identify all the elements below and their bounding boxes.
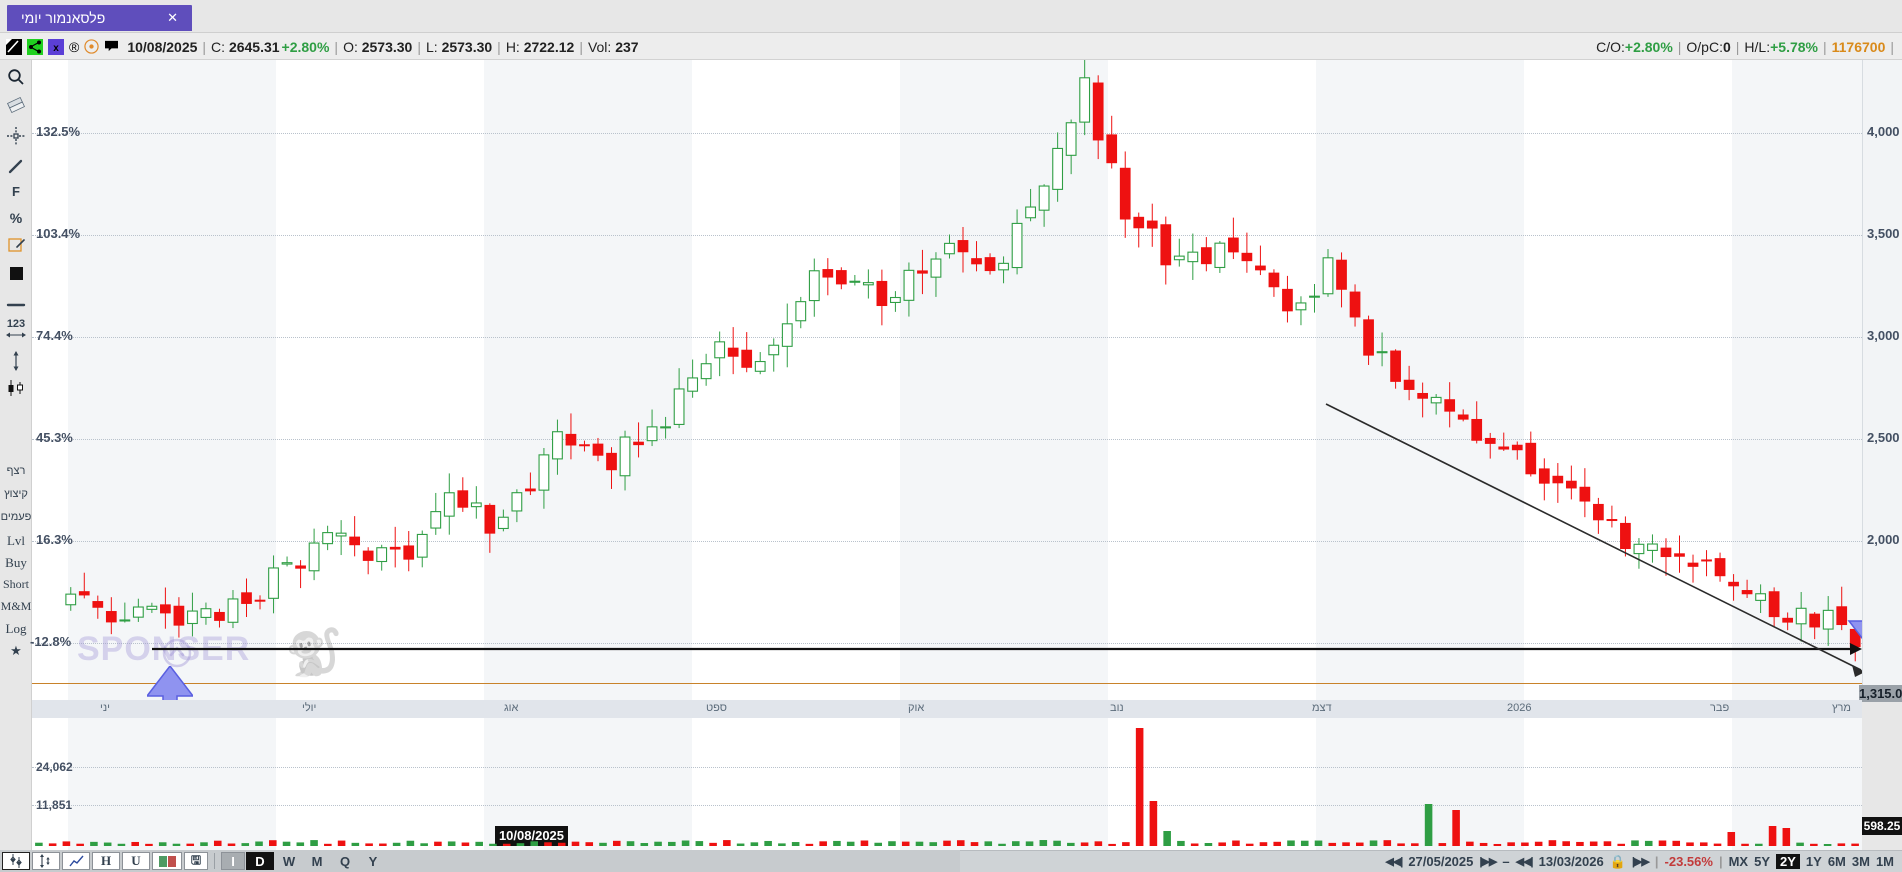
svg-text:x: x xyxy=(53,43,59,54)
